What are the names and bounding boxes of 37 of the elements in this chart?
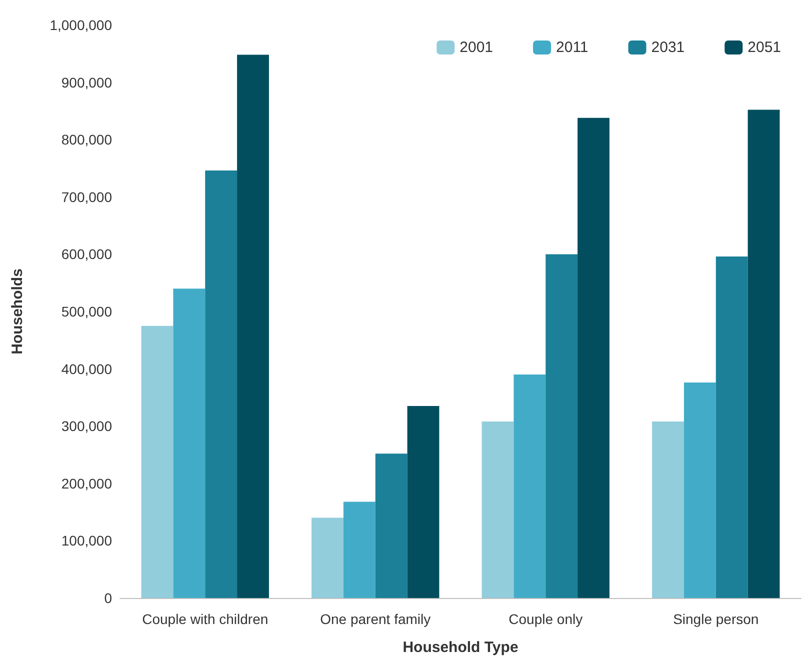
- bar: [684, 382, 716, 598]
- y-axis-title: Households: [9, 268, 26, 354]
- bar: [173, 288, 206, 598]
- x-tick-label: Single person: [673, 611, 759, 627]
- y-tick-label: 200,000: [61, 475, 112, 492]
- bar: [652, 422, 684, 598]
- bar: [748, 110, 780, 598]
- bar: [141, 326, 174, 598]
- x-axis-title: Household Type: [402, 639, 518, 656]
- bar: [312, 518, 344, 598]
- bar: [237, 54, 269, 598]
- legend-label: 2011: [556, 39, 588, 56]
- legend-label: 2031: [651, 39, 685, 56]
- legend-label: 2051: [748, 39, 782, 56]
- bar: [482, 422, 514, 598]
- y-tick-label: 1,000,000: [50, 17, 112, 33]
- x-tick-label: One parent family: [320, 611, 431, 627]
- y-tick-label: 100,000: [61, 532, 112, 549]
- bar: [514, 374, 546, 598]
- bar: [343, 502, 376, 598]
- x-tick-label: Couple only: [508, 611, 583, 627]
- bar: [716, 256, 748, 598]
- bar: [407, 406, 440, 598]
- bar: [546, 254, 578, 598]
- y-tick-label: 400,000: [61, 360, 112, 377]
- legend-label: 2001: [460, 39, 494, 56]
- bar: [205, 170, 238, 598]
- y-tick-label: 800,000: [61, 132, 112, 148]
- y-tick-label: 300,000: [61, 418, 112, 434]
- y-tick-label: 900,000: [61, 74, 112, 90]
- y-tick-label: 600,000: [61, 246, 112, 262]
- y-tick-label: 700,000: [61, 188, 112, 205]
- x-tick-label: Couple with children: [142, 611, 268, 627]
- bar: [375, 454, 408, 598]
- y-tick-label: 0: [104, 590, 112, 606]
- y-tick-label: 500,000: [61, 304, 112, 320]
- bar: [578, 118, 610, 598]
